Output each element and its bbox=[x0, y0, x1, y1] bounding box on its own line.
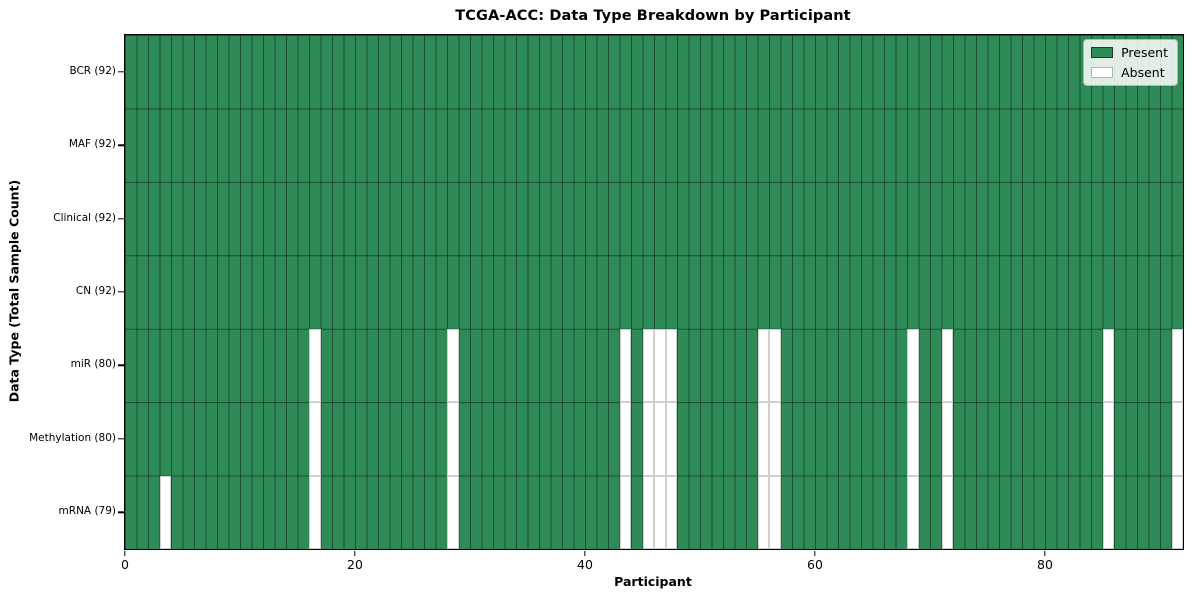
heatmap-row-miR bbox=[125, 328, 1183, 403]
heatmap-row-Methylation bbox=[125, 402, 1183, 476]
absent-cell bbox=[654, 475, 666, 549]
absent-cell bbox=[907, 475, 919, 549]
row-label-BCR: BCR (92) bbox=[69, 64, 116, 77]
legend-entry-present: Present bbox=[1091, 45, 1168, 60]
row-label-miR: miR (80) bbox=[70, 358, 116, 371]
y-tick-mark bbox=[117, 291, 124, 293]
heatmap-row-MAF bbox=[125, 108, 1183, 182]
y-tick-mark bbox=[117, 144, 124, 146]
absent-cell bbox=[769, 475, 781, 549]
x-tick-label: 40 bbox=[577, 557, 593, 572]
legend-absent-label: Absent bbox=[1121, 65, 1165, 80]
chart-title: TCGA-ACC: Data Type Breakdown by Partici… bbox=[455, 8, 851, 24]
absent-cell bbox=[642, 402, 654, 476]
heatmap-row-mRNA bbox=[125, 475, 1183, 549]
plot-area: Present Absent 0 20 40 60 80 bbox=[117, 34, 1184, 572]
y-tick-mark bbox=[117, 438, 124, 440]
absent-cell bbox=[757, 328, 769, 403]
x-tick-label: 80 bbox=[1037, 557, 1053, 572]
absent-cell bbox=[907, 328, 919, 403]
absent-cell bbox=[159, 475, 171, 549]
y-tick-mark bbox=[117, 217, 124, 220]
row-label-CN: CN (92) bbox=[75, 285, 116, 297]
legend-present-label: Present bbox=[1121, 45, 1168, 60]
x-tick-mark bbox=[124, 550, 126, 556]
absent-cell bbox=[757, 475, 769, 549]
absent-cell bbox=[941, 402, 953, 476]
heatmap-row-CN bbox=[125, 255, 1183, 329]
y-tick-mark bbox=[117, 511, 124, 513]
absent-cell bbox=[665, 475, 677, 549]
absent-cell bbox=[1171, 402, 1183, 476]
absent-cell bbox=[941, 475, 953, 549]
absent-cell bbox=[309, 402, 321, 476]
x-tick-label: 20 bbox=[347, 557, 363, 572]
y-tick-mark bbox=[117, 71, 124, 73]
absent-cell bbox=[619, 328, 631, 403]
y-tick-mark bbox=[117, 364, 124, 367]
absent-cell bbox=[654, 328, 666, 403]
absent-swatch-icon bbox=[1091, 67, 1114, 78]
x-tick-mark bbox=[814, 550, 816, 556]
heatmap-rows bbox=[125, 35, 1183, 549]
x-tick-mark bbox=[584, 550, 586, 556]
absent-cell bbox=[447, 328, 459, 403]
absent-cell bbox=[1171, 328, 1183, 403]
row-label-Clinical: Clinical (92) bbox=[53, 211, 116, 224]
x-tick-mark bbox=[1044, 550, 1046, 556]
absent-cell bbox=[907, 402, 919, 476]
row-label-MAF: MAF (92) bbox=[68, 138, 116, 151]
absent-cell bbox=[619, 402, 631, 476]
legend-entry-absent: Absent bbox=[1091, 65, 1168, 80]
x-tick-mark bbox=[354, 550, 356, 556]
absent-cell bbox=[665, 328, 677, 403]
absent-cell bbox=[769, 402, 781, 476]
legend: Present Absent bbox=[1083, 39, 1178, 86]
absent-cell bbox=[757, 402, 769, 476]
absent-cell bbox=[1102, 328, 1114, 403]
row-label-Methylation: Methylation (80) bbox=[29, 431, 116, 444]
x-tick-label: 0 bbox=[121, 557, 129, 572]
absent-cell bbox=[665, 402, 677, 476]
absent-cell bbox=[309, 475, 321, 549]
present-swatch-icon bbox=[1091, 47, 1114, 58]
absent-cell bbox=[309, 328, 321, 403]
absent-cell bbox=[447, 475, 459, 549]
absent-cell bbox=[769, 328, 781, 403]
y-axis-tick-labels: BCR (92) MAF (92) Clinical (92) CN (92) miR … bbox=[0, 34, 116, 548]
absent-cell bbox=[619, 475, 631, 549]
absent-cell bbox=[1102, 475, 1114, 549]
absent-cell bbox=[642, 328, 654, 403]
absent-cell bbox=[1102, 402, 1114, 476]
x-tick-label: 60 bbox=[807, 557, 823, 572]
absent-cell bbox=[654, 402, 666, 476]
absent-cell bbox=[941, 328, 953, 403]
absent-cell bbox=[642, 475, 654, 549]
heatmap-row-BCR bbox=[125, 35, 1183, 109]
x-axis-label: Participant bbox=[614, 574, 692, 589]
heatmap-row-Clinical bbox=[125, 181, 1183, 256]
absent-cell bbox=[447, 402, 459, 476]
absent-cell bbox=[1171, 475, 1183, 549]
row-label-mRNA: mRNA (79) bbox=[58, 505, 116, 518]
